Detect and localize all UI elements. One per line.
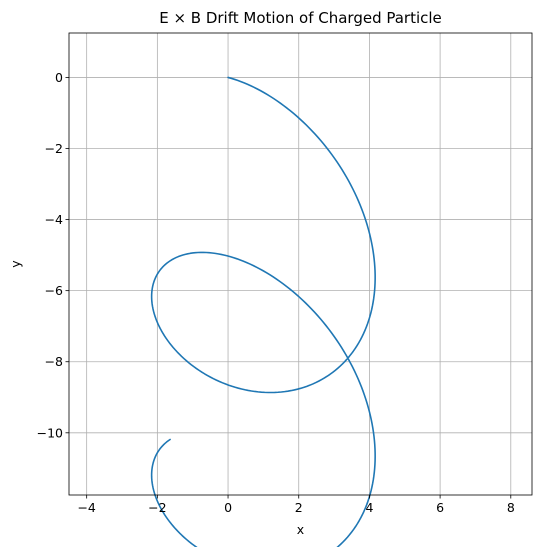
x-tick-label: 6 [436,500,444,515]
x-tick-label: −4 [77,500,95,515]
x-tick-label: 0 [224,500,232,515]
series-line-trajectory [150,76,376,547]
y-tick-label: −10 [37,425,63,440]
plot-frame [68,32,533,496]
y-tick-label: −4 [45,212,63,227]
x-tick-label: 4 [365,500,373,515]
ticks: −4 −2 0 2 4 6 8 0 −2 −4 −6 −8 −10 [37,70,515,515]
y-tick-label: −6 [45,283,63,298]
y-axis-title: y [8,260,23,268]
y-tick-label: −2 [45,141,63,156]
y-tick-label: 0 [55,70,63,85]
series-layer [150,76,376,547]
y-tick-label: −8 [45,354,63,369]
x-tick-label: 2 [295,500,303,515]
x-axis-title: x [297,522,304,537]
x-tick-label: −2 [148,500,166,515]
chart-title: E × B Drift Motion of Charged Particle [159,9,442,27]
x-tick-label: 8 [507,500,515,515]
grid [69,33,532,495]
